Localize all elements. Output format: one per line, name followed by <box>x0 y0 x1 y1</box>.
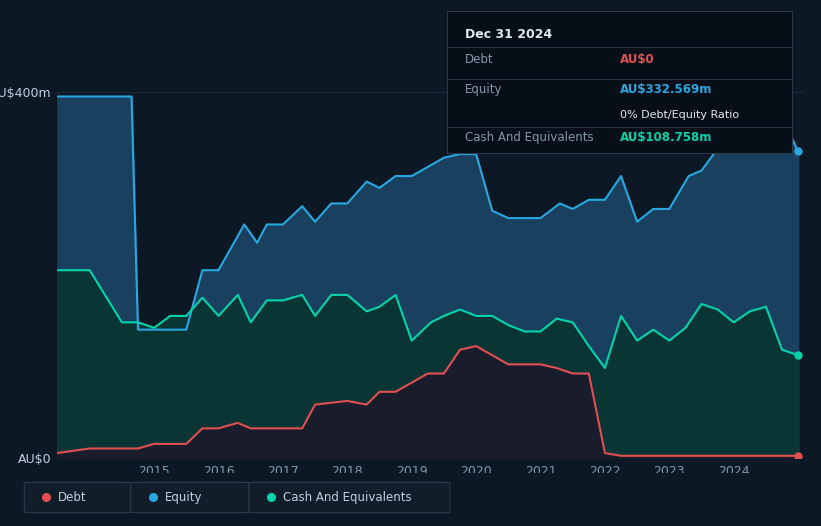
Text: Cash And Equivalents: Cash And Equivalents <box>465 132 594 144</box>
Text: AU$108.758m: AU$108.758m <box>620 132 713 144</box>
Text: AU$0: AU$0 <box>620 53 654 66</box>
Text: AU$332.569m: AU$332.569m <box>620 83 713 96</box>
FancyBboxPatch shape <box>249 482 450 513</box>
Text: Dec 31 2024: Dec 31 2024 <box>465 27 552 41</box>
Text: Cash And Equivalents: Cash And Equivalents <box>282 491 411 503</box>
Text: Equity: Equity <box>164 491 202 503</box>
Text: 0% Debt/Equity Ratio: 0% Debt/Equity Ratio <box>620 110 739 120</box>
FancyBboxPatch shape <box>25 482 131 513</box>
Text: Debt: Debt <box>465 53 493 66</box>
FancyBboxPatch shape <box>131 482 249 513</box>
Text: Equity: Equity <box>465 83 502 96</box>
Text: Debt: Debt <box>58 491 87 503</box>
